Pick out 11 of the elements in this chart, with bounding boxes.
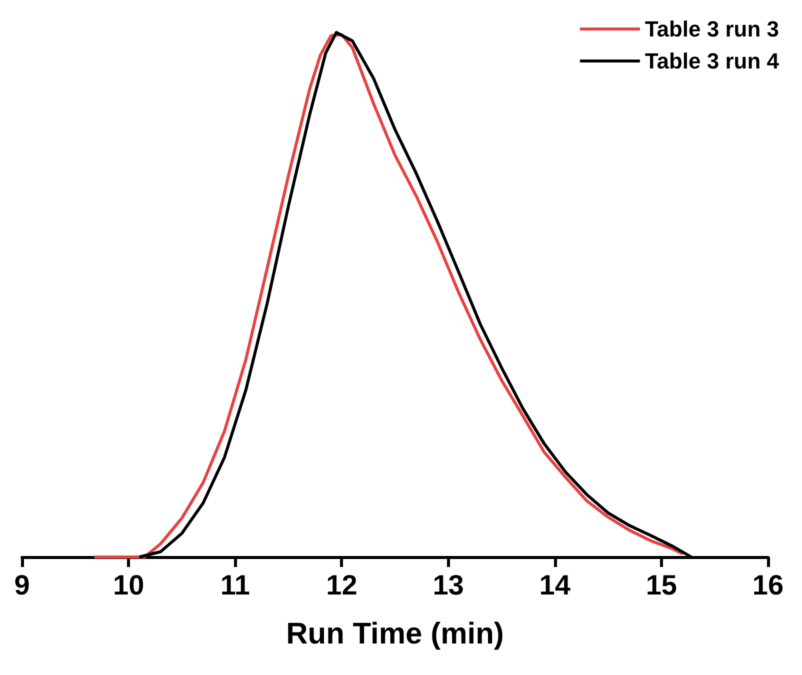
legend-label: Table 3 run 4 xyxy=(644,48,780,74)
x-tick-label: 9 xyxy=(14,570,30,600)
x-tick-label: 14 xyxy=(539,570,571,600)
x-tick-label: 13 xyxy=(432,570,464,600)
x-tick-label: 10 xyxy=(112,570,144,600)
x-tick-label: 11 xyxy=(220,570,250,600)
x-tick-label: 12 xyxy=(326,570,358,600)
x-tick-label: 15 xyxy=(646,570,678,600)
legend-label: Table 3 run 3 xyxy=(644,16,780,42)
x-axis-title: Run Time (min) xyxy=(286,618,504,650)
x-tick-label: 16 xyxy=(752,570,784,600)
